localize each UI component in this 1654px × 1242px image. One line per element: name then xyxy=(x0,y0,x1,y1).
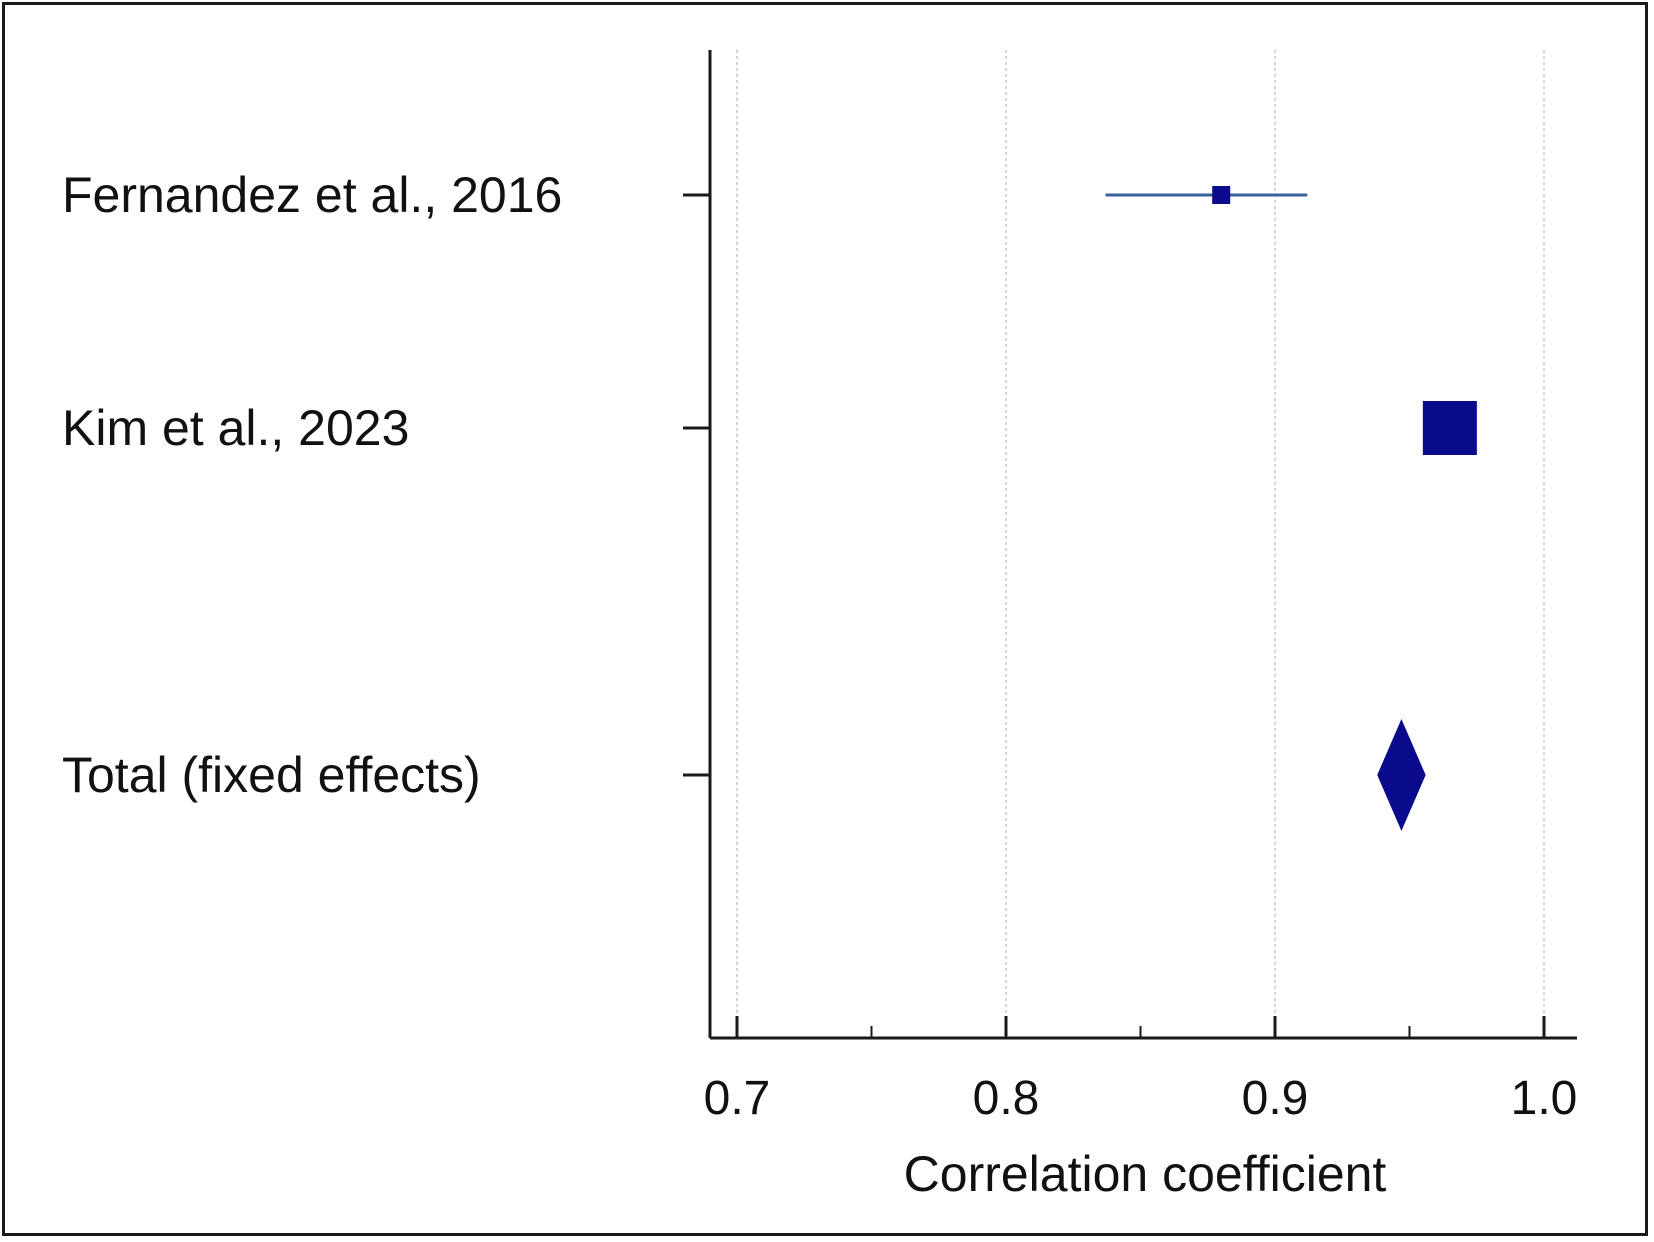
axes xyxy=(708,50,1577,1040)
gridlines xyxy=(736,50,1545,1038)
x-tick-label-0.8: 0.8 xyxy=(973,1072,1040,1125)
study-label: Fernandez et al., 2016 xyxy=(62,167,562,223)
point-estimate-square xyxy=(1422,401,1477,455)
x-tick-label-0.7: 0.7 xyxy=(704,1072,771,1125)
point-estimate-square xyxy=(1212,186,1231,204)
pooled-estimate-diamond xyxy=(1377,719,1426,831)
x-axis-title: Correlation coefficient xyxy=(904,1146,1387,1202)
x-ticks: 0.7 0.8 0.9 1.0 xyxy=(704,1016,1578,1125)
x-tick-label-0.9: 0.9 xyxy=(1242,1072,1309,1125)
study-label: Kim et al., 2023 xyxy=(62,400,409,456)
study-row-3: Total (fixed effects) xyxy=(62,719,1426,831)
x-tick-label-1.0: 1.0 xyxy=(1511,1072,1578,1125)
study-rows: Fernandez et al., 2016 Kim et al., 2023 To… xyxy=(62,167,1477,831)
forest-plot: Fernandez et al., 2016 Kim et al., 2023 To… xyxy=(62,50,1578,1202)
study-label: Total (fixed effects) xyxy=(62,747,481,803)
study-row-1: Fernandez et al., 2016 xyxy=(62,167,1308,223)
study-row-2: Kim et al., 2023 xyxy=(62,400,1477,456)
